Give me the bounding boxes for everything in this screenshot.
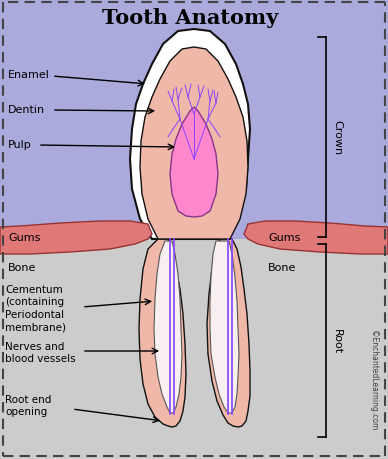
Text: Bone: Bone — [268, 263, 296, 272]
Text: Nerves and
blood vessels: Nerves and blood vessels — [5, 341, 76, 364]
Text: Gums: Gums — [8, 233, 40, 242]
Text: Tooth Anatomy: Tooth Anatomy — [102, 8, 278, 28]
Text: Cementum
(containing
Periodontal
membrane): Cementum (containing Periodontal membran… — [5, 285, 66, 331]
Text: Gums: Gums — [268, 233, 300, 242]
Text: Enamel: Enamel — [8, 70, 50, 80]
Polygon shape — [139, 240, 186, 427]
Polygon shape — [244, 222, 388, 254]
Polygon shape — [210, 241, 239, 413]
Polygon shape — [0, 222, 152, 254]
Text: Dentin: Dentin — [8, 105, 45, 115]
Polygon shape — [130, 30, 250, 240]
Bar — [0, 0, 388, 245]
Polygon shape — [154, 241, 182, 413]
Text: ©EnchantedLearning.com: ©EnchantedLearning.com — [369, 329, 378, 429]
Text: Root end
opening: Root end opening — [5, 394, 51, 416]
Text: Pulp: Pulp — [8, 140, 32, 150]
Bar — [0, 240, 388, 459]
Text: Bone: Bone — [8, 263, 36, 272]
Polygon shape — [207, 240, 250, 427]
Text: Crown: Crown — [332, 120, 342, 155]
Polygon shape — [170, 108, 218, 218]
Text: Root: Root — [332, 328, 342, 353]
Polygon shape — [140, 48, 248, 240]
